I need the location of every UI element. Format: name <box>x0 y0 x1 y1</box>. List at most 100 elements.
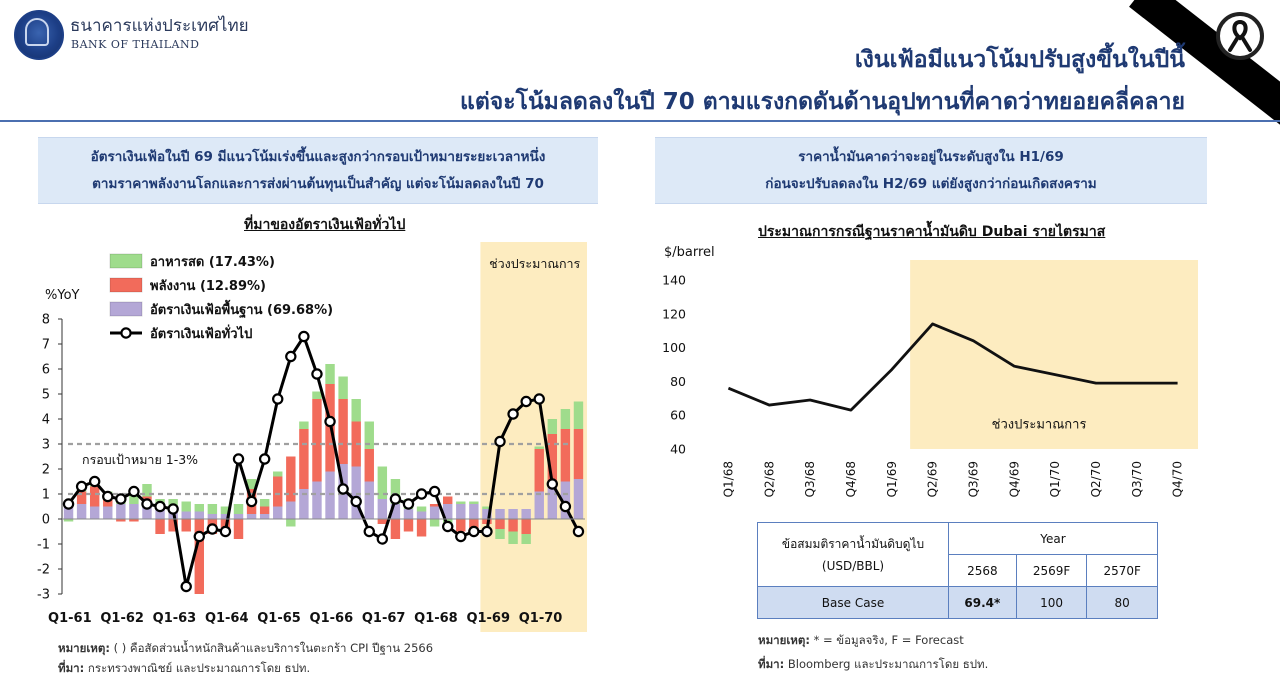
inflation-bar-segment <box>534 449 544 492</box>
right-source: ที่มา: Bloomberg และประมาณการโดย ธปท. <box>758 656 988 674</box>
inflation-x-tick-label: Q1-68 <box>414 611 458 626</box>
table-year-2569f: 2569F <box>1015 554 1088 587</box>
inflation-bar-segment <box>482 509 492 519</box>
oil-price-line <box>727 322 1178 412</box>
oil-x-tick-label: Q4/68 <box>844 461 858 497</box>
inflation-bar-segment <box>207 504 218 514</box>
legend-label: พลังงาน (12.89%) <box>150 279 266 294</box>
headline-inflation-point <box>88 475 101 488</box>
inflation-bar-segment <box>377 466 388 499</box>
inflation-bar-segment <box>259 506 270 514</box>
inflation-x-tick-label: Q1-70 <box>519 611 563 626</box>
page-title-line1: เงินเฟ้อมีแนวโน้มปรับสูงขึ้นในปีนี้ <box>854 47 1185 73</box>
inflation-bar-segment <box>547 419 558 434</box>
inflation-x-tick-label: Q1-61 <box>48 611 92 626</box>
oil-x-tick-label: Q1/70 <box>1048 461 1062 497</box>
headline-inflation-point <box>350 495 362 508</box>
inflation-bar-segment <box>573 401 584 429</box>
right-note-text: * = ข้อมูลจริง, F = Forecast <box>809 633 964 647</box>
headline-inflation-point <box>298 330 310 343</box>
inflation-bar-segment <box>312 481 322 519</box>
inflation-bar-segment <box>142 504 152 519</box>
headline-inflation-point <box>415 488 428 500</box>
oil-x-tick-label: Q2/68 <box>762 461 776 497</box>
inflation-bar-segment <box>403 519 414 532</box>
inflation-bar-segment <box>521 509 531 519</box>
oil-y-tick-label: 60 <box>670 408 686 423</box>
headline-inflation-point <box>533 393 545 405</box>
bank-name-thai: ธนาคารแห่งประเทศไทย <box>70 16 249 36</box>
legend-swatch-marker <box>120 327 132 339</box>
inflation-y-tick-label: -1 <box>37 538 50 553</box>
inflation-bar-segment <box>429 519 440 527</box>
legend-swatch <box>109 301 143 317</box>
inflation-chart: ช่วงประมาณการ กรอบเป้าหมาย 1-3% -3 -2 -1 0 1… <box>37 242 587 632</box>
table-value-2569f: 100 <box>1015 586 1088 619</box>
inflation-bar-segment <box>273 506 283 519</box>
inflation-bar-segment <box>456 519 466 532</box>
inflation-bar-segment <box>416 506 427 512</box>
left-source-label: ที่มา: <box>58 661 85 675</box>
inflation-x-tick-label: Q1-67 <box>362 611 406 626</box>
inflation-bar-segment <box>338 376 348 399</box>
right-note: หมายเหตุ: * = ข้อมูลจริง, F = Forecast <box>758 632 964 650</box>
left-source: ที่มา: กระทรวงพาณิชย์ และประมาณการโดย ธป… <box>58 660 310 678</box>
table-header-year: Year <box>948 522 1158 555</box>
oil-y-axis-label: $/barrel <box>664 245 715 260</box>
oil-chart: ช่วงประมาณการ $/barrel 40 60 80 100 120 140 Q1… <box>662 245 1198 497</box>
inflation-bar-segment <box>443 496 453 504</box>
oil-x-tick-label: Q3/69 <box>966 461 980 497</box>
inflation-bar-segment <box>194 504 204 512</box>
right-summary-line1: ราคาน้ำมันคาดว่าจะอยู่ในระดับสูงใน H1/69 <box>798 148 1064 165</box>
inflation-bar-segment <box>116 504 126 519</box>
bank-logo-emblem <box>25 18 49 46</box>
inflation-bar-segment <box>364 421 374 449</box>
headline-inflation-point <box>115 493 127 505</box>
inflation-chart-title: ที่มาของอัตราเงินเฟ้อทั่วไป <box>244 217 406 233</box>
inflation-bar-segment <box>286 456 296 502</box>
inflation-y-tick-label: 8 <box>42 313 50 328</box>
inflation-bar-segment <box>129 504 139 519</box>
inflation-bar-segment <box>129 494 139 504</box>
oil-x-tick-label: Q3/68 <box>803 461 817 497</box>
left-summary-box: อัตราเงินเฟ้อในปี 69 มีแนวโน้มเร่งขึ้นแล… <box>38 137 598 204</box>
table-header-assumption: ข้อสมมติราคาน้ำมันดิบดูไบ (USD/BBL) <box>757 522 949 587</box>
legend-label: อัตราเงินเฟ้อทั่วไป <box>150 324 252 342</box>
inflation-bar-segment <box>547 484 558 519</box>
inflation-bar-segment <box>312 391 322 399</box>
inflation-y-tick-label: 7 <box>42 338 50 353</box>
inflation-bar-segment <box>456 504 466 519</box>
headline-inflation-point <box>180 580 192 593</box>
inflation-bar-segment <box>142 484 152 497</box>
headline-inflation-point <box>442 520 454 533</box>
inflation-bar-segment <box>377 519 388 524</box>
inflation-bar-segment <box>495 509 505 519</box>
oil-x-tick-label: Q1/69 <box>885 461 899 497</box>
left-summary-line1: อัตราเงินเฟ้อในปี 69 มีแนวโน้มเร่งขึ้นแล… <box>90 148 546 165</box>
inflation-bar-segment <box>534 446 544 449</box>
headline-inflation-point <box>428 485 441 498</box>
inflation-bar-segment <box>103 506 113 519</box>
left-source-text: กระทรวงพาณิชย์ และประมาณการโดย ธปท. <box>84 661 311 675</box>
table-header-assumption-line2: (USD/BBL) <box>821 558 885 573</box>
headline-inflation-point <box>167 503 179 515</box>
right-summary-box: ราคาน้ำมันคาดว่าจะอยู่ในระดับสูงใน H1/69… <box>655 137 1207 204</box>
inflation-bar-segment <box>273 471 283 477</box>
inflation-x-tick-label: Q1-64 <box>205 611 249 626</box>
header-divider <box>0 120 1280 122</box>
inflation-bar-segment <box>534 491 544 519</box>
table-value-2570f: 80 <box>1086 586 1158 619</box>
inflation-bar-segment <box>560 409 571 429</box>
inflation-forecast-label: ช่วงประมาณการ <box>489 256 580 271</box>
target-band-label: กรอบเป้าหมาย 1-3% <box>82 452 198 467</box>
inflation-bar-segment <box>89 486 100 507</box>
inflation-bar-segment <box>246 479 257 489</box>
headline-inflation-point <box>102 490 114 503</box>
page-title-line2: แต่จะโน้มลดลงในปี 70 ตามแรงกดดันด้านอุปท… <box>460 89 1185 115</box>
inflation-bar-segment <box>521 534 531 544</box>
headline-inflation-point <box>468 525 480 538</box>
inflation-bar-segment <box>364 449 374 482</box>
headline-inflation-point <box>141 498 153 510</box>
headline-inflation-point <box>520 395 532 408</box>
bank-name-english: BANK OF THAILAND <box>71 38 200 51</box>
